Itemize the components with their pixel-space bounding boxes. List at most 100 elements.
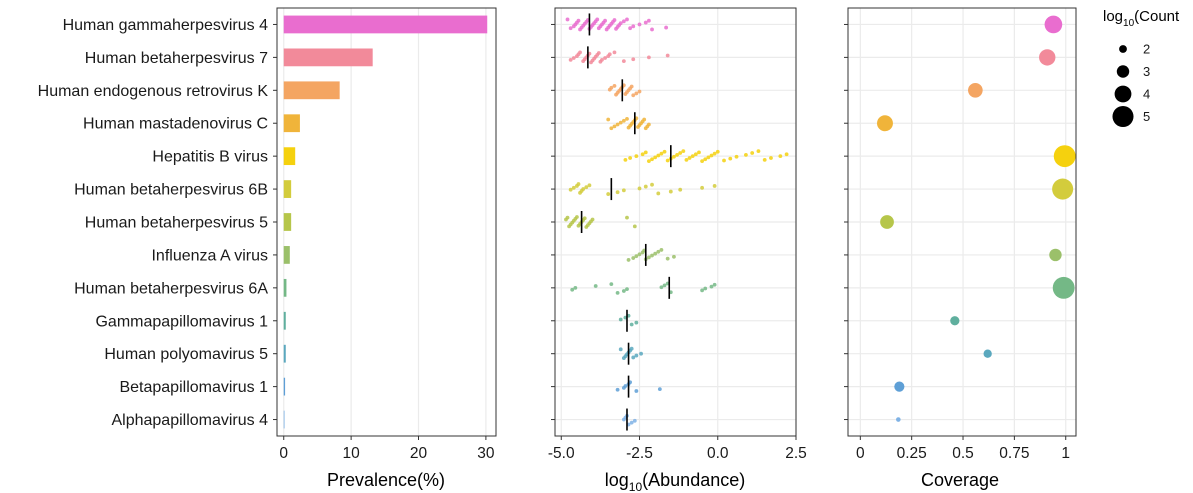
- abundance-point: [715, 149, 720, 154]
- x-tick-label: 0: [856, 445, 865, 462]
- abundance-point: [612, 124, 617, 129]
- x-tick-label: 0.25: [897, 445, 927, 462]
- category-label: Human mastadenovirus C: [83, 116, 268, 133]
- legend-title-sub: 10: [1123, 18, 1135, 29]
- abundance-point: [659, 151, 664, 156]
- abundance-medians: [580, 13, 672, 431]
- abundance-point: [631, 57, 636, 62]
- category-label: Human betaherpesvirus 6B: [74, 182, 268, 199]
- legend-title: log10(Count: [1103, 8, 1180, 29]
- legend-items: 2 3 4 5: [1112, 42, 1150, 128]
- abundance-x-title: log10(Abundance): [605, 470, 745, 493]
- abundance-point: [700, 185, 705, 190]
- abundance-point: [678, 151, 683, 155]
- bar-hepatitis-b-virus: [283, 147, 296, 166]
- prevalence-panel: Human gammaherpesvirus 4 Human betaherpes…: [38, 7, 497, 490]
- abundance-point: [615, 122, 620, 127]
- abundance-point: [672, 254, 676, 259]
- abundance-point: [637, 186, 642, 191]
- abundance-points: [564, 17, 789, 427]
- abundance-point: [665, 256, 670, 261]
- abundance-point: [612, 84, 617, 88]
- abundance-point: [629, 322, 634, 327]
- abundance-point: [609, 126, 614, 131]
- abundance-point: [568, 57, 573, 62]
- abundance-point: [778, 154, 783, 159]
- abundance-point: [697, 150, 701, 155]
- coverage-point-human-betaherpesvirus-6a: [1052, 276, 1075, 299]
- abundance-point: [621, 188, 626, 193]
- abundance-y-ticks: [551, 23, 555, 421]
- abundance-point: [672, 154, 676, 159]
- coverage-point-human-endogenous-retrovirus-k: [968, 82, 983, 98]
- legend-key-4: [1114, 85, 1132, 103]
- coverage-point-human-betaherpesvirus-7: [1039, 49, 1056, 66]
- abundance-point: [623, 384, 628, 388]
- abundance-point: [615, 387, 620, 392]
- abundance-point: [596, 51, 601, 55]
- abundance-point: [637, 22, 642, 27]
- abundance-point: [568, 26, 573, 31]
- abundance-point: [709, 284, 714, 289]
- abundance-point: [650, 182, 654, 187]
- coverage-point-alphapapillomavirus-4: [896, 417, 901, 422]
- abundance-point: [606, 117, 611, 122]
- coverage-point-influenza-a-virus: [1049, 248, 1062, 262]
- coverage-points: [877, 15, 1076, 422]
- abundance-point: [634, 254, 639, 259]
- abundance-point: [609, 282, 614, 286]
- abundance-point: [712, 151, 717, 156]
- abundance-point: [706, 155, 711, 160]
- abundance-point: [632, 418, 637, 423]
- abundance-point: [722, 158, 726, 163]
- abundance-point: [646, 159, 651, 164]
- coverage-point-hepatitis-b-virus: [1053, 145, 1076, 168]
- coverage-point-gammapapillomavirus-1: [950, 316, 960, 326]
- abundance-x-title-rest: (Abundance): [642, 470, 745, 490]
- legend-label-4: 4: [1143, 87, 1150, 102]
- abundance-point: [769, 156, 773, 160]
- abundance-point: [656, 153, 661, 158]
- abundance-point: [656, 249, 661, 254]
- abundance-point: [659, 248, 664, 252]
- abundance-point: [675, 153, 679, 157]
- abundance-point: [631, 355, 636, 360]
- bar-human-gammaherpesvirus-4: [283, 15, 488, 34]
- category-label: Hepatitis B virus: [152, 149, 268, 166]
- legend-key-5: [1112, 105, 1134, 128]
- bar-influenza-a-virus: [283, 246, 290, 264]
- abundance-point: [762, 158, 767, 162]
- coverage-point-human-betaherpesvirus-6b: [1052, 178, 1074, 200]
- x-tick-label: 0.75: [999, 445, 1029, 462]
- abundance-point: [571, 56, 576, 60]
- prevalence-x-ticks: 0 10 20 30: [279, 436, 495, 462]
- abundance-point: [734, 154, 739, 159]
- bar-gammapapillomavirus-1: [283, 311, 286, 330]
- abundance-point: [575, 215, 579, 219]
- abundance-point: [603, 18, 607, 23]
- coverage-point-human-polyomavirus-5: [983, 349, 992, 358]
- abundance-point: [664, 25, 669, 30]
- abundance-point: [709, 153, 714, 158]
- prevalence-frame: [276, 7, 497, 437]
- coverage-point-human-betaherpesvirus-5: [880, 215, 894, 229]
- abundance-point: [646, 255, 651, 260]
- abundance-point: [587, 183, 592, 188]
- abundance-point: [728, 156, 733, 161]
- category-label: Betapapillomavirus 1: [119, 379, 268, 396]
- abundance-point: [712, 282, 717, 287]
- abundance-point: [612, 18, 617, 22]
- abundance-point: [618, 21, 623, 26]
- abundance-point: [642, 117, 647, 122]
- legend-label-2: 2: [1143, 42, 1150, 57]
- abundance-point: [650, 253, 654, 258]
- prevalence-bars: [283, 15, 488, 429]
- x-tick-label: 20: [410, 445, 428, 462]
- category-label: Human betaherpesvirus 7: [85, 50, 268, 67]
- category-label: Influenza A virus: [151, 247, 268, 264]
- x-tick-label: 2.5: [785, 445, 807, 462]
- abundance-point: [565, 215, 570, 220]
- abundance-point: [576, 182, 581, 186]
- abundance-point: [623, 158, 628, 162]
- abundance-point: [643, 150, 648, 155]
